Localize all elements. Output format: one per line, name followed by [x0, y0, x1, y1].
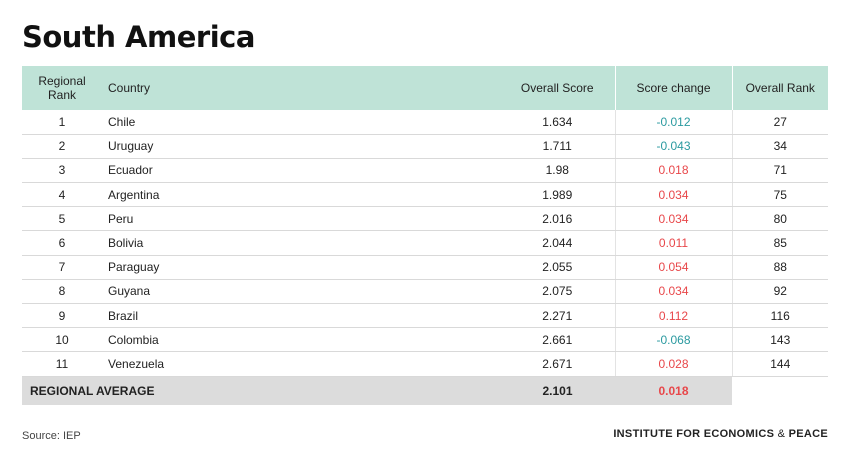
cell-regional-rank: 1 [22, 110, 102, 135]
table-header-row: Regional Rank Country Overall Score Scor… [22, 66, 828, 110]
cell-country: Uruguay [102, 134, 500, 159]
cell-regional-rank: 9 [22, 303, 102, 329]
cell-score-change: -0.043 [614, 134, 732, 159]
cell-regional-rank: 11 [22, 351, 102, 377]
cell-score-change: -0.068 [614, 327, 732, 353]
cell-overall-rank: 116 [731, 303, 828, 329]
table-row: 6 Bolivia 2.044 0.011 85 [22, 230, 828, 256]
cell-score-change: -0.012 [614, 110, 732, 135]
cell-overall-score: 2.271 [500, 303, 615, 329]
cell-regional-rank: 4 [22, 182, 102, 208]
cell-score-change: 0.034 [614, 279, 732, 305]
table-row: 9 Brazil 2.271 0.112 116 [22, 303, 828, 329]
cell-country: Brazil [102, 303, 500, 329]
cell-country: Ecuador [102, 158, 500, 184]
cell-overall-rank: 144 [731, 351, 828, 377]
cell-overall-score: 1.634 [500, 110, 615, 135]
cell-country: Paraguay [102, 255, 500, 280]
org-ampersand: & [777, 428, 786, 440]
cell-score-change: 0.011 [614, 230, 732, 256]
cell-overall-rank: 75 [731, 182, 828, 208]
cell-country: Argentina [102, 182, 500, 208]
rankings-table: Regional Rank Country Overall Score Scor… [22, 66, 828, 406]
average-score-change: 0.018 [615, 376, 732, 406]
cell-overall-rank: 34 [731, 134, 828, 159]
cell-country: Bolivia [102, 230, 500, 256]
cell-overall-rank: 88 [731, 255, 828, 280]
header-overall-rank: Overall Rank [731, 66, 828, 110]
org-logo-text: INSTITUTE FOR ECONOMICS & PEACE [613, 428, 828, 440]
cell-score-change: 0.028 [614, 351, 732, 377]
cell-score-change: 0.054 [614, 255, 732, 280]
table-row: 7 Paraguay 2.055 0.054 88 [22, 255, 828, 280]
cell-overall-rank: 92 [731, 279, 828, 305]
cell-overall-score: 2.055 [500, 255, 615, 280]
table-row: 2 Uruguay 1.711 -0.043 34 [22, 134, 828, 159]
cell-overall-rank: 85 [731, 230, 828, 256]
cell-regional-rank: 2 [22, 134, 102, 159]
source-note: Source: IEP [22, 430, 81, 442]
header-regional-rank: Regional Rank [38, 74, 86, 102]
cell-overall-score: 2.661 [500, 327, 615, 353]
cell-overall-score: 1.98 [500, 158, 615, 184]
average-score: 2.101 [500, 376, 615, 406]
table-row: 10 Colombia 2.661 -0.068 143 [22, 327, 828, 353]
table-row: 8 Guyana 2.075 0.034 92 [22, 279, 828, 305]
cell-overall-score: 2.671 [500, 351, 615, 377]
cell-overall-score: 2.044 [500, 230, 615, 256]
cell-score-change: 0.034 [614, 206, 732, 232]
page-title: South America [22, 20, 255, 54]
header-score-change: Score change [614, 66, 732, 110]
cell-score-change: 0.018 [614, 158, 732, 184]
cell-country: Chile [102, 110, 500, 135]
cell-regional-rank: 6 [22, 230, 102, 256]
cell-country: Venezuela [102, 351, 500, 377]
cell-score-change: 0.034 [614, 182, 732, 208]
cell-overall-score: 2.075 [500, 279, 615, 305]
org-name-part1: INSTITUTE FOR ECONOMICS [613, 428, 775, 440]
cell-regional-rank: 3 [22, 158, 102, 184]
average-label: REGIONAL AVERAGE [22, 376, 500, 406]
regional-average-row: REGIONAL AVERAGE 2.101 0.018 [22, 376, 828, 406]
cell-overall-score: 2.016 [500, 206, 615, 232]
header-overall-score: Overall Score [520, 81, 594, 95]
table-row: 3 Ecuador 1.98 0.018 71 [22, 158, 828, 184]
average-blank-cell [732, 376, 828, 406]
cell-regional-rank: 7 [22, 255, 102, 280]
table-row: 11 Venezuela 2.671 0.028 144 [22, 351, 828, 377]
table-body: 1 Chile 1.634 -0.012 27 2 Uruguay 1.711 -0.043 34… [22, 110, 828, 406]
org-name-part2: PEACE [788, 428, 828, 440]
table-row: 5 Peru 2.016 0.034 80 [22, 206, 828, 232]
cell-country: Colombia [102, 327, 500, 353]
cell-score-change: 0.112 [614, 303, 732, 329]
table-row: 1 Chile 1.634 -0.012 27 [22, 110, 828, 135]
cell-country: Peru [102, 206, 500, 232]
table-row: 4 Argentina 1.989 0.034 75 [22, 182, 828, 208]
header-country: Country [108, 81, 151, 95]
cell-regional-rank: 10 [22, 327, 102, 353]
cell-overall-score: 1.711 [500, 134, 615, 159]
cell-overall-rank: 80 [731, 206, 828, 232]
cell-overall-rank: 143 [731, 327, 828, 353]
cell-overall-rank: 71 [731, 158, 828, 184]
cell-regional-rank: 8 [22, 279, 102, 305]
cell-overall-score: 1.989 [500, 182, 615, 208]
cell-country: Guyana [102, 279, 500, 305]
cell-regional-rank: 5 [22, 206, 102, 232]
cell-overall-rank: 27 [731, 110, 828, 135]
